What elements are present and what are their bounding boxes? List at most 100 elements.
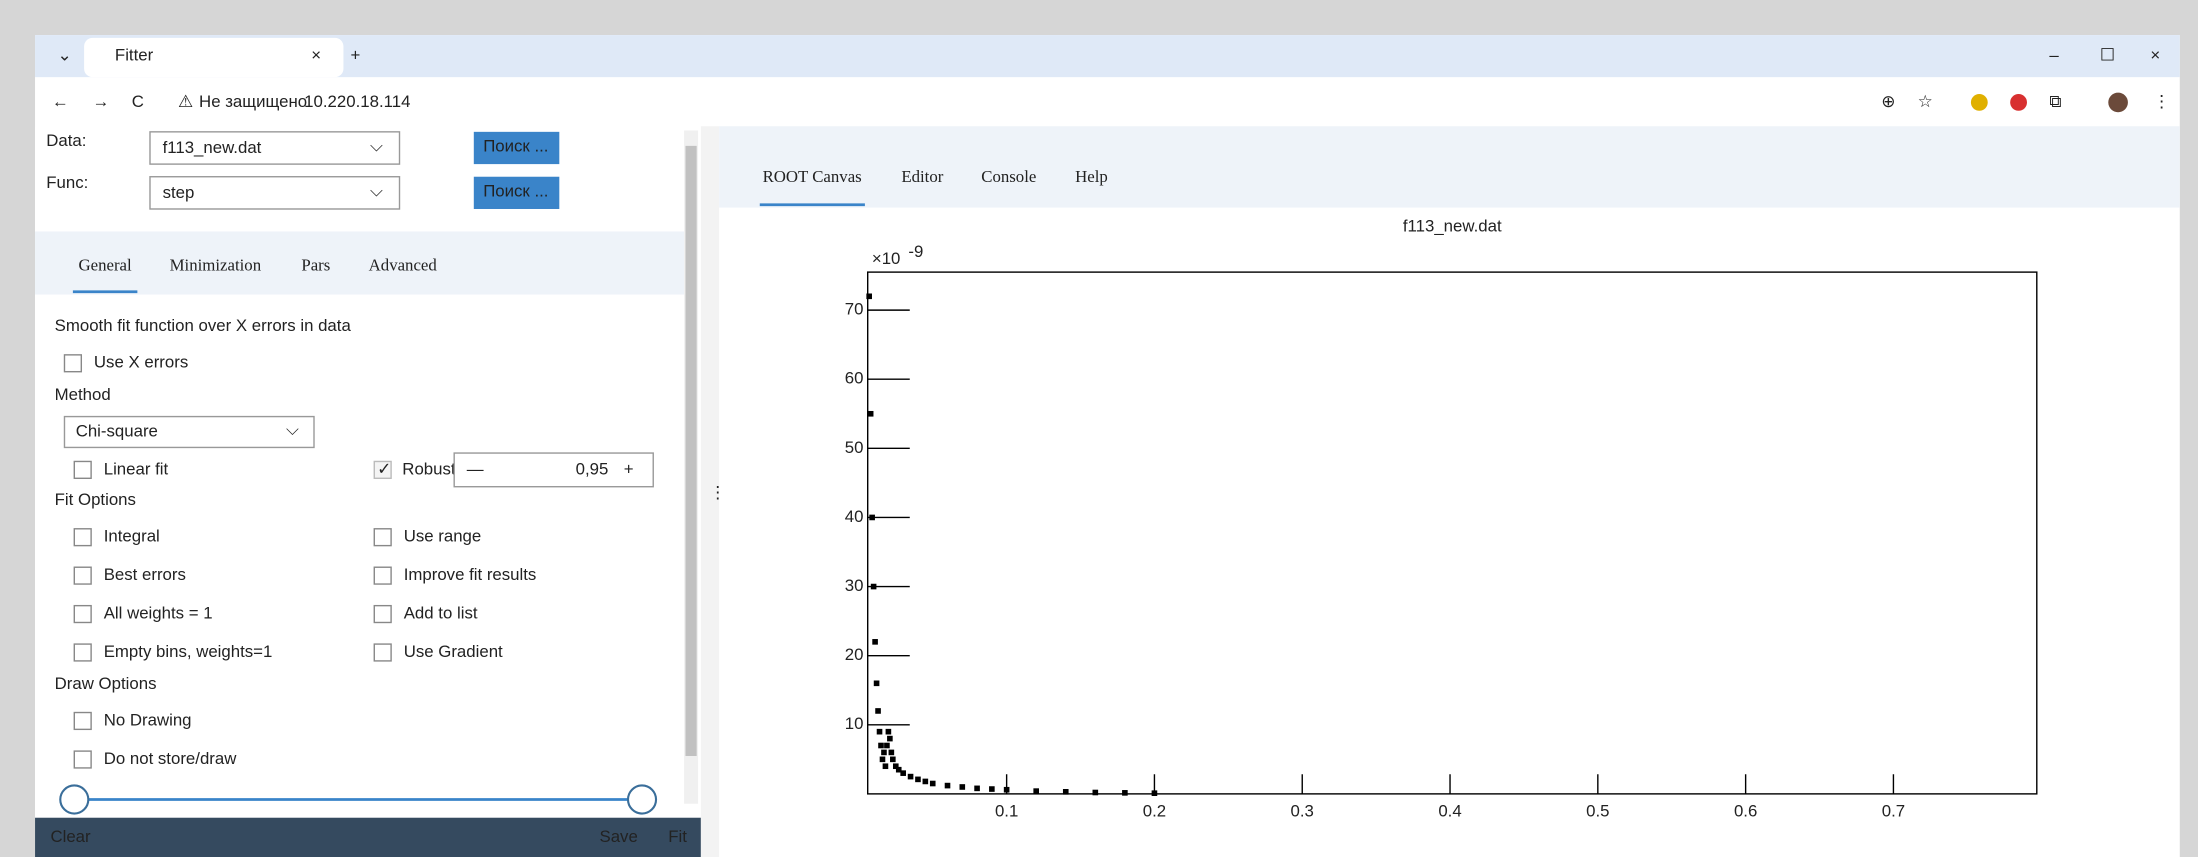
checkbox-label[interactable]: Integral <box>104 527 160 546</box>
fitter-tab[interactable]: General <box>79 255 133 274</box>
checkbox-label[interactable]: Use X errors <box>94 353 188 372</box>
fitter-tab[interactable]: Pars <box>301 255 330 274</box>
checkbox-label[interactable]: Use range <box>404 527 482 546</box>
data-select[interactable] <box>149 131 401 165</box>
data-point <box>895 766 902 773</box>
bookmark[interactable]: ☆ <box>1918 92 1933 111</box>
splitter[interactable] <box>700 126 720 857</box>
checkbox-label[interactable]: Improve fit results <box>404 565 537 584</box>
checkbox[interactable] <box>73 460 92 479</box>
zoom-icon[interactable]: ⊕ <box>1881 92 1895 111</box>
close[interactable]: × <box>2150 46 2160 65</box>
tab-close[interactable]: × <box>311 46 321 65</box>
checkbox-label[interactable]: Best errors <box>104 565 186 584</box>
fitter-tab[interactable]: Advanced <box>369 255 438 274</box>
url[interactable]: 10.220.18.114 <box>304 92 410 111</box>
canvas-tab[interactable]: ROOT Canvas <box>763 167 862 186</box>
data-point <box>989 786 995 792</box>
checkbox-checked <box>373 460 392 479</box>
dropdown-arrow[interactable]: ⌵ <box>370 137 383 156</box>
data-point <box>1062 789 1069 795</box>
checkbox-label[interactable]: Linear fit <box>104 459 169 478</box>
method-select[interactable] <box>63 415 315 449</box>
checkbox[interactable] <box>73 643 92 662</box>
slider-handle[interactable] <box>626 784 658 815</box>
func-select[interactable] <box>149 176 401 210</box>
section-heading: Method <box>55 385 111 404</box>
decrement[interactable]: — <box>467 459 484 478</box>
checkbox[interactable] <box>73 750 92 769</box>
clear-button[interactable]: Clear <box>50 827 91 846</box>
checkbox-label[interactable]: Use Gradient <box>404 642 503 661</box>
extensions-menu[interactable]: ⧉ <box>2049 92 2061 111</box>
dropdown-arrow[interactable]: ⌵ <box>286 420 299 439</box>
back[interactable]: ← <box>52 92 69 111</box>
data-point <box>1092 789 1099 796</box>
security-text[interactable]: Не защищено <box>199 92 307 111</box>
checkbox-label[interactable]: No Drawing <box>104 710 192 729</box>
tab-menu[interactable]: ⌄ <box>57 46 71 65</box>
tab-title[interactable]: Fitter <box>115 46 154 65</box>
checkbox-label[interactable]: All weights = 1 <box>104 604 213 623</box>
robust-input[interactable] <box>453 452 654 488</box>
data-point <box>900 770 906 776</box>
search-button-label[interactable]: Поиск ... <box>483 137 548 156</box>
search-button[interactable] <box>473 131 560 165</box>
data-point <box>892 763 899 770</box>
data-point <box>907 773 914 780</box>
canvas-tab[interactable]: Editor <box>901 167 943 186</box>
reload[interactable]: C <box>132 92 144 111</box>
checkbox[interactable] <box>63 354 83 373</box>
checkbox-label[interactable]: Do not store/draw <box>104 749 238 768</box>
fitter-tab-strip <box>35 231 685 295</box>
extension[interactable] <box>2010 93 2027 111</box>
security-icon[interactable]: ⚠ <box>178 92 193 111</box>
y-tick-label: 40 <box>845 507 864 526</box>
data-point <box>878 742 884 749</box>
data-point <box>884 742 890 749</box>
dropdown-arrow[interactable]: ⌵ <box>370 182 383 201</box>
scrollbar-thumb[interactable] <box>685 145 697 757</box>
canvas-tab[interactable]: Help <box>1075 167 1108 186</box>
canvas-tab[interactable]: Console <box>981 167 1036 186</box>
data-value[interactable]: f113_new.dat <box>163 138 262 157</box>
y-tick-label: 50 <box>845 438 864 457</box>
search-button-label[interactable]: Поиск ... <box>483 182 548 201</box>
robust-value[interactable]: 0,95 <box>576 459 609 478</box>
func-value[interactable]: step <box>163 183 195 202</box>
x-tick-label: 0.1 <box>995 802 1018 821</box>
new-tab[interactable]: + <box>350 46 360 65</box>
checkbox-label[interactable]: Add to list <box>404 604 478 623</box>
save-button[interactable]: Save <box>599 827 637 846</box>
checkbox[interactable] <box>373 566 392 585</box>
checkbox-label[interactable]: Empty bins, weights=1 <box>104 642 273 661</box>
x-tick-label: 0.7 <box>1882 802 1905 821</box>
checkbox[interactable] <box>373 528 392 547</box>
search-button[interactable] <box>473 176 560 209</box>
data-point <box>915 776 921 783</box>
checkbox[interactable] <box>373 604 392 624</box>
method-value[interactable]: Chi-square <box>76 421 158 440</box>
profile[interactable] <box>2108 92 2128 113</box>
browser-menu[interactable]: ⋮ <box>2153 92 2170 111</box>
checkbox[interactable] <box>73 528 92 547</box>
fitter-tab[interactable]: Minimization <box>170 255 262 274</box>
fit-button[interactable]: Fit <box>668 827 687 846</box>
minimize[interactable]: – <box>2049 46 2059 65</box>
x-tick-label: 0.6 <box>1734 802 1757 821</box>
checkbox[interactable] <box>73 604 92 624</box>
maximize[interactable]: ☐ <box>2100 46 2115 65</box>
data-point <box>879 756 886 763</box>
checkbox[interactable] <box>73 566 92 585</box>
x-tick-label: 0.4 <box>1438 802 1461 821</box>
increment[interactable]: + <box>624 459 634 478</box>
data-point <box>873 680 880 687</box>
checkbox[interactable] <box>373 643 392 662</box>
tab[interactable] <box>84 37 344 78</box>
data-point <box>888 749 895 756</box>
splitter-grip[interactable]: ⋮ <box>709 483 726 502</box>
forward[interactable]: → <box>93 92 110 111</box>
slider-handle[interactable] <box>59 784 90 815</box>
checkbox[interactable] <box>73 711 92 731</box>
extension[interactable] <box>1970 93 1988 111</box>
